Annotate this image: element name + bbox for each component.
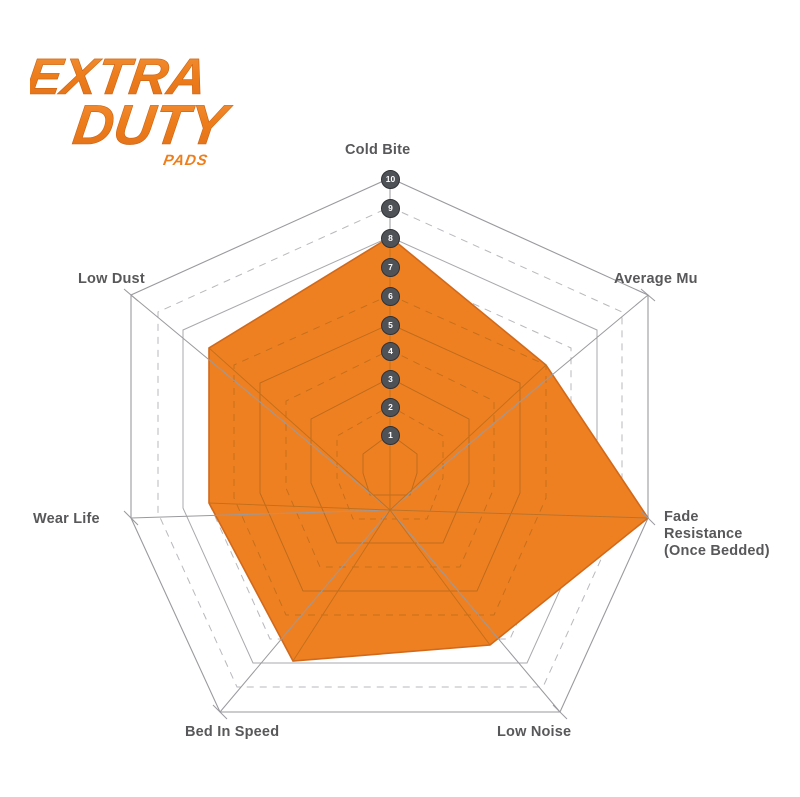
scale-marker-9: 9 <box>381 199 400 218</box>
radar-grid-ring-8 <box>182 236 598 664</box>
axis-label-cold-bite: Cold Bite <box>345 142 411 158</box>
radar-series-extra-duty-fill <box>208 236 650 662</box>
axis-label-fade-line3: (Once Bedded) <box>664 543 770 559</box>
radar-grid-ring-6 <box>233 294 547 616</box>
axis-label-wear-life: Wear Life <box>33 511 100 527</box>
radar-grid-ring-3 <box>310 377 470 544</box>
axis-label-low-dust: Low Dust <box>78 271 145 287</box>
axis-label-low-noise: Low Noise <box>497 724 572 740</box>
axis-label-fade-line2: Resistance <box>664 526 743 542</box>
radar-grid-ring-2 <box>336 405 444 520</box>
scale-marker-8: 8 <box>381 229 400 248</box>
axis-label-average-mu: Average Mu <box>614 271 698 287</box>
scale-marker-5: 5 <box>381 316 400 335</box>
axis-label-bed-in-speed: Bed In Speed <box>185 724 280 740</box>
radar-grid-ring-4 <box>285 349 495 568</box>
scale-marker-2: 2 <box>381 398 400 417</box>
radar-grid-ring-9 <box>157 206 623 688</box>
scale-marker-3: 3 <box>381 370 400 389</box>
axis-label-fade-resistance: Fade Resistance (Once Bedded) <box>664 509 770 560</box>
scale-marker-6: 6 <box>381 287 400 306</box>
scale-marker-7: 7 <box>381 258 400 277</box>
radar-axis-ticks <box>123 177 656 720</box>
scale-marker-1: 1 <box>381 426 400 445</box>
axis-label-fade-line1: Fade <box>664 509 699 525</box>
scale-marker-4: 4 <box>381 342 400 361</box>
scale-marker-10: 10 <box>381 170 400 189</box>
radar-spokes-inner <box>208 237 649 662</box>
